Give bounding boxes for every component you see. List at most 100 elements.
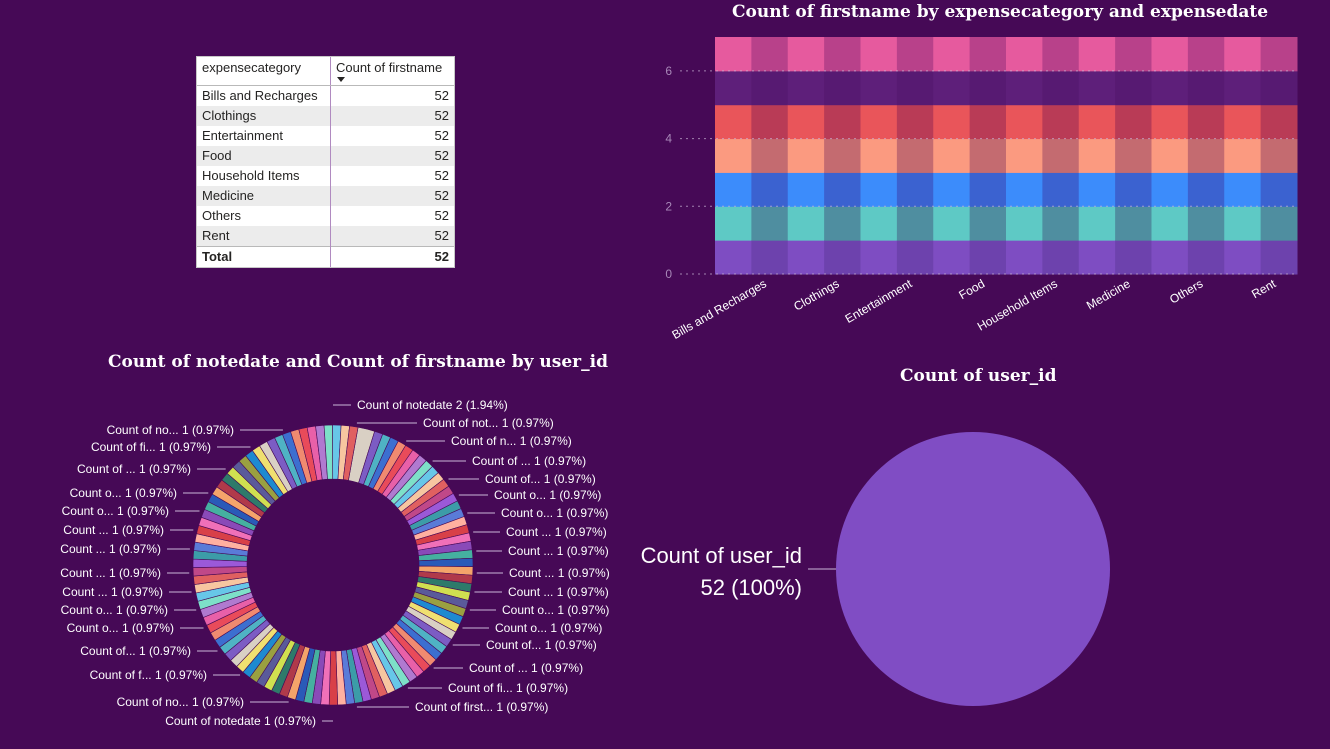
heatmap-cell[interactable] (969, 206, 1007, 241)
heatmap-cell[interactable] (1151, 172, 1189, 207)
heatmap-cell[interactable] (824, 138, 861, 173)
heatmap-cell[interactable] (715, 240, 752, 275)
heatmap-cell[interactable] (1042, 138, 1080, 173)
table-row[interactable]: Entertainment 52 (197, 126, 454, 146)
heatmap-cell[interactable] (1078, 172, 1116, 207)
heatmap-cell[interactable] (824, 70, 861, 106)
heatmap-cell[interactable] (969, 70, 1007, 106)
heatmap-cell[interactable] (1078, 70, 1116, 106)
heatmap-cell[interactable] (860, 104, 898, 140)
heatmap-cell[interactable] (1260, 104, 1298, 140)
heatmap-cell[interactable] (1115, 240, 1152, 275)
heatmap-cell[interactable] (1187, 206, 1225, 241)
heatmap-cell[interactable] (933, 172, 971, 207)
heatmap-cell[interactable] (1078, 206, 1116, 241)
heatmap-cell[interactable] (1260, 172, 1298, 207)
heatmap-cell[interactable] (969, 138, 1007, 173)
heatmap-cell[interactable] (751, 70, 789, 106)
donut-chart[interactable]: Count of notedate 2 (1.94%) Count of not.… (0, 380, 660, 749)
heatmap-cell[interactable] (1006, 104, 1043, 140)
heatmap-cell[interactable] (715, 70, 752, 106)
donut-slice[interactable] (342, 425, 359, 481)
heatmap-cell[interactable] (1115, 206, 1152, 241)
table-row[interactable]: Bills and Recharges 52 (197, 85, 454, 106)
heatmap-cell[interactable] (860, 70, 898, 106)
heatmap-cell[interactable] (1078, 240, 1116, 275)
heatmap-cell[interactable] (1115, 37, 1152, 72)
heatmap-cell[interactable] (1187, 172, 1225, 207)
col-header-count-firstname[interactable]: Count of firstname (329, 57, 454, 86)
heatmap-cell[interactable] (1042, 240, 1080, 275)
table-row[interactable]: Others 52 (197, 206, 454, 226)
table-row[interactable]: Clothings 52 (197, 106, 454, 126)
heatmap-cell[interactable] (1187, 138, 1225, 173)
heatmap-cell[interactable] (1115, 70, 1152, 106)
heatmap-cell[interactable] (969, 104, 1007, 140)
heatmap-cell[interactable] (787, 104, 825, 140)
heatmap-cell[interactable] (1260, 37, 1298, 72)
heatmap-cell[interactable] (1260, 138, 1298, 173)
heatmap-cell[interactable] (1078, 104, 1116, 140)
heatmap-cell[interactable] (1042, 172, 1080, 207)
heatmap-cell[interactable] (860, 37, 898, 72)
heatmap-cell[interactable] (1042, 70, 1080, 106)
heatmap-cell[interactable] (1224, 104, 1262, 140)
col-header-expensecategory[interactable]: expensecategory (197, 57, 331, 86)
heatmap-cell[interactable] (933, 138, 971, 173)
heatmap-cell[interactable] (1078, 138, 1116, 173)
heatmap-cell[interactable] (751, 138, 789, 173)
heatmap-cell[interactable] (896, 37, 934, 72)
heatmap-cell[interactable] (933, 240, 971, 275)
pie-slice[interactable] (836, 432, 1110, 706)
heatmap-cell[interactable] (1260, 70, 1298, 106)
heatmap-cell[interactable] (1187, 104, 1225, 140)
heatmap-cell[interactable] (896, 172, 934, 207)
heatmap-cell[interactable] (1006, 37, 1043, 72)
heatmap-cell[interactable] (751, 240, 789, 275)
heatmap-cell[interactable] (1224, 172, 1262, 207)
heatmap-cell[interactable] (751, 104, 789, 140)
heatmap-cell[interactable] (860, 240, 898, 275)
heatmap-cell[interactable] (969, 240, 1007, 275)
heatmap-cell[interactable] (715, 104, 752, 140)
heatmap-cell[interactable] (860, 172, 898, 207)
heatmap-cell[interactable] (1224, 138, 1262, 173)
heatmap-cell[interactable] (1187, 70, 1225, 106)
heatmap-cell[interactable] (824, 206, 861, 241)
heatmap-cell[interactable] (1224, 70, 1262, 106)
heatmap-cell[interactable] (896, 104, 934, 140)
heatmap-cell[interactable] (1115, 172, 1152, 207)
heatmap-cell[interactable] (933, 104, 971, 140)
heatmap-cell[interactable] (751, 206, 789, 241)
heatmap-cell[interactable] (1260, 206, 1298, 241)
heatmap-cell[interactable] (1115, 104, 1152, 140)
heatmap-cell[interactable] (787, 172, 825, 207)
heatmap-cell[interactable] (1006, 138, 1043, 173)
heatmap-cell[interactable] (896, 206, 934, 241)
heatmap-cell[interactable] (715, 206, 752, 241)
heatmap-cell[interactable] (933, 37, 971, 72)
heatmap-cell[interactable] (1151, 206, 1189, 241)
heatmap-cell[interactable] (787, 138, 825, 173)
heatmap-cell[interactable] (1078, 37, 1116, 72)
heatmap-cell[interactable] (1042, 37, 1080, 72)
heatmap-cell[interactable] (1115, 138, 1152, 173)
heatmap-cell[interactable] (969, 172, 1007, 207)
heatmap-cell[interactable] (1151, 104, 1189, 140)
heatmap-cell[interactable] (787, 206, 825, 241)
heatmap-cell[interactable] (824, 37, 861, 72)
heatmap-chart[interactable]: 0 2 4 6 Bills and Recharges Clothings Entertai… (600, 26, 1320, 356)
heatmap-cell[interactable] (896, 240, 934, 275)
heatmap-cell[interactable] (1224, 206, 1262, 241)
heatmap-cell[interactable] (860, 206, 898, 241)
heatmap-cell[interactable] (1187, 240, 1225, 275)
heatmap-cell[interactable] (1006, 70, 1043, 106)
heatmap-cell[interactable] (1006, 172, 1043, 207)
heatmap-cell[interactable] (715, 37, 752, 72)
heatmap-cell[interactable] (933, 70, 971, 106)
heatmap-cell[interactable] (1224, 37, 1262, 72)
heatmap-cell[interactable] (715, 138, 752, 173)
heatmap-cell[interactable] (1006, 240, 1043, 275)
heatmap-cell[interactable] (896, 70, 934, 106)
heatmap-cell[interactable] (969, 37, 1007, 72)
